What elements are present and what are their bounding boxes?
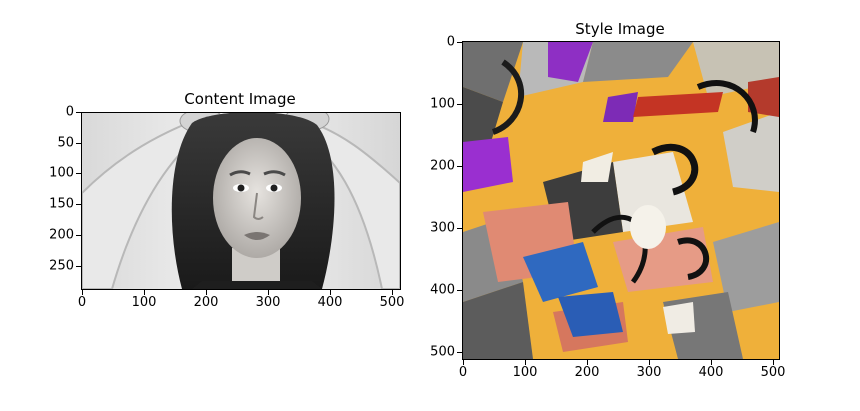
content-ytick-label: 50 [57,135,74,151]
style-xtick-label: 0 [458,365,468,380]
style-xtick-label: 500 [760,365,786,380]
style-image-axes [462,41,780,360]
style-ytick-label: 200 [430,158,455,174]
style-ytick-label: 100 [430,96,455,112]
style-ytick-label: 300 [430,220,455,236]
style-xtick-label: 200 [574,365,600,380]
style-ytick-label: 0 [446,34,455,50]
style-xtick-label: 400 [698,365,724,380]
content-ytick-label: 100 [49,165,74,181]
content-xtick-label: 500 [379,295,405,310]
style-ytick-label: 500 [430,344,455,360]
content-ytick-label: 150 [49,196,74,212]
content-xtick-label: 200 [193,295,219,310]
content-image-title: Content Image [184,90,296,108]
content-xtick-label: 400 [317,295,343,310]
content-xtick-label: 300 [255,295,281,310]
content-image-axes [81,112,401,290]
style-ytick-label: 400 [430,282,455,298]
content-xtick-label: 100 [131,295,157,310]
style-image-picture [463,42,779,359]
content-xtick-label: 0 [77,295,87,310]
content-ytick-label: 200 [49,227,74,243]
content-ytick-label: 250 [49,258,74,274]
content-ytick-label: 0 [65,104,74,120]
style-xtick-label: 100 [512,365,538,380]
content-image-picture [82,113,400,289]
style-xtick-label: 300 [636,365,662,380]
style-image-title: Style Image [575,20,665,38]
